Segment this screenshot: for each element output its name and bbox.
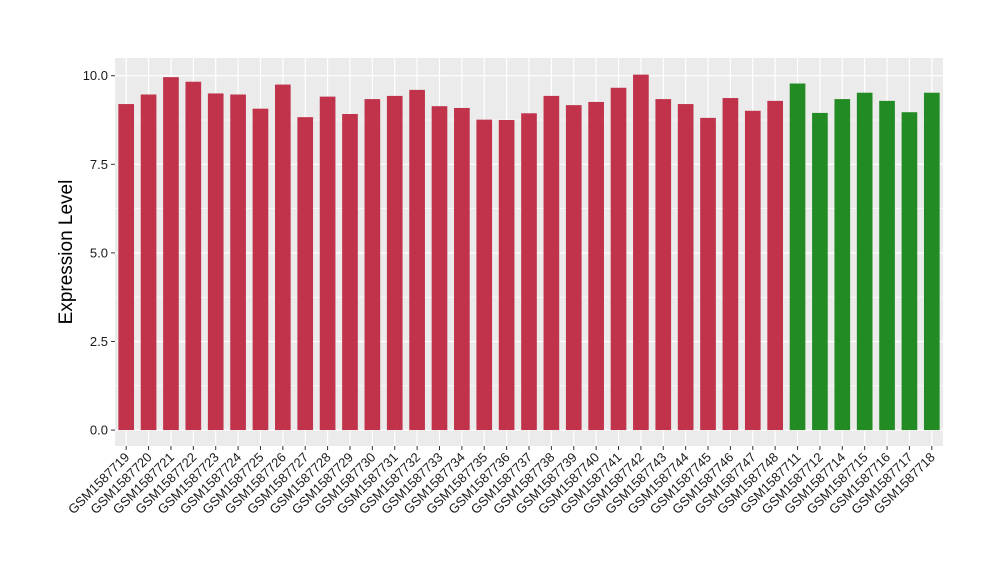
bar-GSM1587727	[297, 117, 314, 431]
bar-GSM1587728	[319, 96, 336, 431]
y-tick-label: 5.0	[90, 245, 108, 260]
bar-GSM1587729	[342, 113, 358, 431]
bar-GSM1587711	[789, 83, 806, 431]
y-axis-title: Expression Level	[56, 180, 77, 325]
y-tick-label: 10.0	[83, 68, 108, 83]
bar-GSM1587730	[364, 99, 381, 431]
bar-GSM1587747	[744, 110, 761, 431]
bar-GSM1587744	[677, 104, 694, 431]
bar-GSM1587743	[655, 99, 672, 431]
bar-GSM1587731	[386, 95, 403, 431]
bar-GSM1587732	[409, 89, 425, 431]
y-tick-label: 2.5	[90, 334, 108, 349]
bar-GSM1587719	[118, 104, 135, 431]
bar-GSM1587742	[633, 74, 649, 431]
bar-GSM1587715	[856, 92, 873, 431]
bar-GSM1587736	[498, 120, 515, 431]
bar-GSM1587746	[722, 98, 739, 431]
y-tick-label: 0.0	[90, 423, 108, 438]
bar-GSM1587733	[431, 106, 448, 431]
x-axis: GSM1587719GSM1587720GSM1587721GSM1587722…	[65, 446, 938, 517]
bar-GSM1587737	[521, 113, 537, 431]
bar-GSM1587745	[700, 117, 716, 431]
bars	[118, 74, 940, 431]
bar-GSM1587721	[163, 77, 179, 431]
bar-GSM1587717	[901, 112, 918, 431]
bar-GSM1587740	[588, 101, 604, 431]
bar-GSM1587716	[879, 100, 895, 431]
bar-GSM1587748	[767, 100, 783, 431]
bar-GSM1587726	[275, 84, 291, 431]
bar-GSM1587735	[476, 119, 493, 431]
bar-GSM1587718	[923, 92, 940, 431]
y-tick-label: 7.5	[90, 157, 108, 172]
bar-GSM1587723	[207, 93, 224, 431]
bar-GSM1587714	[834, 99, 851, 431]
bar-GSM1587722	[185, 81, 202, 431]
bar-GSM1587712	[812, 112, 828, 431]
bar-GSM1587739	[565, 105, 582, 431]
bar-GSM1587734	[454, 107, 470, 431]
bar-GSM1587741	[610, 87, 627, 431]
bar-GSM1587724	[230, 94, 246, 431]
bar-GSM1587725	[252, 108, 269, 431]
bar-GSM1587720	[140, 94, 157, 431]
bar-GSM1587738	[543, 95, 560, 431]
y-axis: 0.0 2.5 5.0 7.5 10.0	[83, 68, 115, 438]
